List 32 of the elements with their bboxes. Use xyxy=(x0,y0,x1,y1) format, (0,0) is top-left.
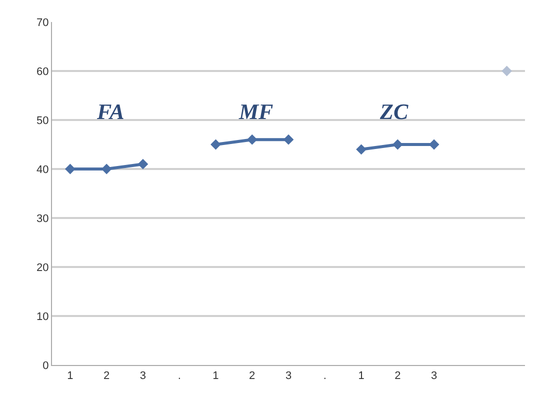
annotation: FA xyxy=(96,99,124,124)
point xyxy=(138,158,148,170)
x-tick-label: 1 xyxy=(358,370,364,382)
y-tick-label: 70 xyxy=(36,16,49,29)
y-tick-label: 50 xyxy=(36,114,49,127)
x-tick-label: 2 xyxy=(394,370,401,382)
point xyxy=(246,134,258,145)
point xyxy=(101,164,112,174)
x-tick-label: . xyxy=(323,370,326,382)
point xyxy=(356,144,366,155)
point xyxy=(392,139,403,150)
point xyxy=(428,139,440,150)
y-tick-label: 40 xyxy=(36,164,49,176)
annotation: ZC xyxy=(379,99,408,124)
point xyxy=(502,66,512,76)
x-tick-label: 2 xyxy=(104,370,110,382)
point xyxy=(210,139,221,150)
y-tick-label: 30 xyxy=(36,212,49,225)
x-tick-label: 3 xyxy=(140,370,146,382)
x-tick-label: . xyxy=(178,370,181,382)
y-tick-label: 0 xyxy=(42,360,49,372)
x-tick-label: 1 xyxy=(67,370,74,382)
annotation: MF xyxy=(238,99,274,124)
point xyxy=(283,134,294,145)
y-tick-label: 20 xyxy=(36,262,49,274)
x-tick-label: 3 xyxy=(430,370,438,382)
x-tick-label: 1 xyxy=(212,370,219,382)
x-tick-label: 3 xyxy=(285,370,292,382)
y-tick-label: 10 xyxy=(36,310,49,323)
point xyxy=(64,164,76,174)
y-tick-label: 60 xyxy=(36,66,49,78)
x-tick-label: 2 xyxy=(249,370,256,382)
